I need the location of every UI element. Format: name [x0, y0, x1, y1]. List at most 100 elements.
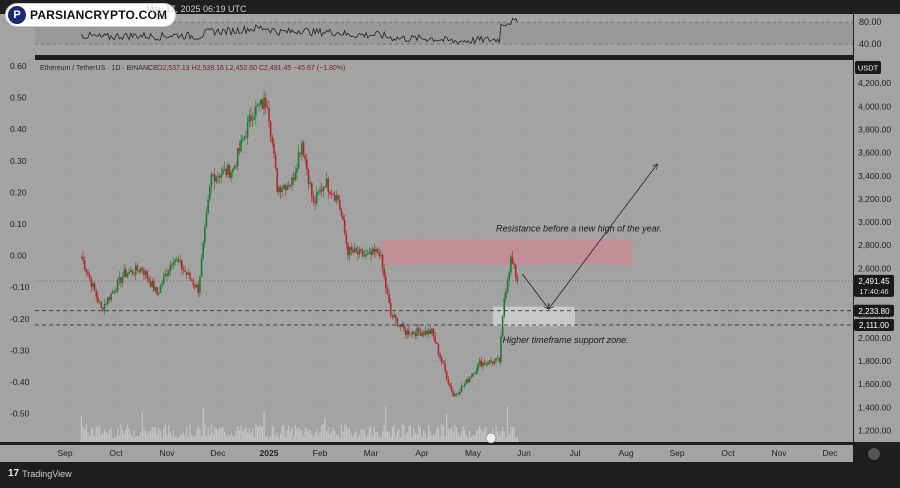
candle-body: [490, 360, 492, 362]
volume-bar: [408, 426, 410, 442]
candle-body: [148, 278, 150, 282]
volume-bar: [176, 436, 178, 442]
volume-bar: [368, 427, 370, 442]
volume-bar: [442, 426, 444, 442]
volume-bar: [370, 425, 372, 442]
candle-body: [120, 276, 122, 283]
candle-body: [393, 315, 395, 318]
candle-body: [322, 186, 325, 192]
volume-bar: [330, 431, 333, 442]
volume-bar: [207, 426, 209, 442]
candle-body: [445, 370, 448, 379]
candle-body: [370, 251, 372, 255]
candle-body: [440, 357, 443, 363]
volume-bar: [210, 424, 213, 442]
volume-bar: [299, 429, 301, 442]
volume-bar: [283, 424, 285, 442]
volume-bar: [288, 425, 290, 442]
candle-body: [141, 268, 144, 271]
candle-body: [455, 393, 458, 395]
candle-body: [353, 248, 356, 253]
volume-bar: [212, 433, 214, 442]
candle-body: [312, 196, 315, 202]
candle-body: [419, 331, 422, 336]
candle-body: [146, 271, 149, 279]
volume-bar: [205, 435, 208, 442]
volume-bar: [311, 433, 313, 442]
volume-bar: [237, 426, 239, 442]
candle-body: [269, 121, 272, 137]
volume-bar: [406, 432, 408, 442]
candle-body: [131, 270, 134, 274]
candle-body: [134, 265, 137, 275]
candle-body: [510, 256, 512, 273]
volume-bar: [154, 427, 157, 442]
volume-bar: [302, 436, 305, 442]
candle-body: [432, 328, 435, 337]
volume-bar: [404, 434, 407, 442]
volume-bar: [107, 433, 109, 442]
candle-body: [281, 188, 283, 193]
volume-bar: [97, 425, 99, 442]
volume-bar: [373, 426, 375, 442]
candle-body: [121, 277, 124, 283]
volume-bar: [225, 435, 227, 442]
candle-body: [149, 281, 152, 287]
price-tick-label: 3,200.00: [858, 194, 891, 204]
volume-bar: [131, 437, 134, 442]
volume-bar: [380, 437, 382, 442]
candle-body: [215, 176, 218, 182]
volume-bar: [169, 432, 171, 442]
candle-body: [444, 363, 446, 371]
volume-bar: [168, 425, 170, 442]
volume-bar: [110, 428, 112, 442]
candle-body: [307, 169, 310, 185]
candle-body: [498, 357, 501, 362]
volume-bar: [400, 437, 402, 442]
candle-body: [80, 256, 83, 258]
candle-body: [250, 115, 252, 121]
volume-bar: [454, 425, 456, 442]
candle-body: [309, 183, 311, 185]
candle-body: [139, 268, 142, 273]
volume-bar: [102, 433, 104, 442]
volume-bar: [485, 427, 487, 442]
volume-bar: [314, 432, 316, 442]
percent-tick-label: -0.20: [10, 314, 30, 324]
candle-body: [467, 379, 469, 383]
time-tick-label: Oct: [109, 448, 123, 458]
volume-bar: [457, 432, 459, 442]
candle-body: [330, 193, 333, 195]
candle-body: [238, 148, 241, 152]
candle-body: [391, 314, 394, 318]
support-zone: [492, 306, 575, 327]
candle-body: [450, 385, 453, 393]
volume-bar: [515, 437, 517, 442]
price-tick-label: 3,600.00: [858, 148, 891, 158]
volume-bar: [480, 428, 482, 442]
time-tick-label: Sep: [57, 448, 72, 458]
volume-bar: [502, 427, 504, 442]
volume-bar: [248, 427, 250, 442]
volume-bar: [163, 428, 165, 442]
candle-body: [182, 269, 185, 271]
current-price-label: 2,491.45: [858, 277, 890, 286]
volume-bar: [340, 424, 342, 442]
volume-bar: [250, 432, 252, 442]
price-tick-label: 1,200.00: [858, 425, 891, 435]
volume-bar: [436, 428, 438, 442]
volume-bar: [235, 430, 237, 442]
volume-bar: [82, 426, 84, 442]
candle-body: [511, 256, 514, 264]
candle-body: [483, 362, 486, 365]
candle-body: [335, 195, 338, 201]
volume-bar: [357, 437, 359, 442]
volume-bar: [121, 430, 124, 442]
candle-body: [228, 164, 231, 178]
candle-body: [245, 136, 247, 138]
candle-body: [411, 331, 413, 335]
volume-bar: [439, 436, 441, 442]
volume-bar: [230, 433, 232, 442]
chart-title: Ethereum / TetherUS · 1D · BINANCE: [40, 65, 158, 72]
